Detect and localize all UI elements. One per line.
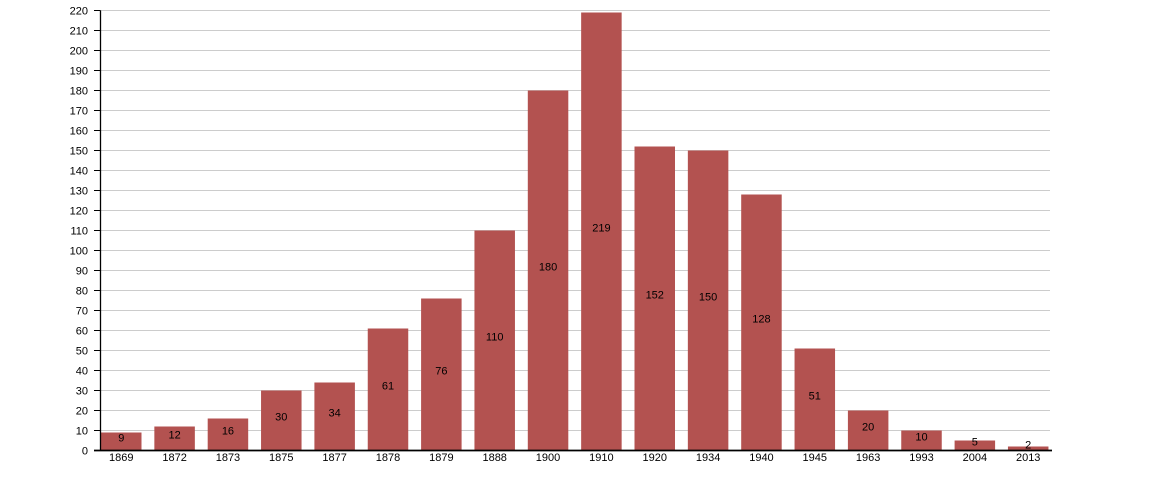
svg-text:1940: 1940 xyxy=(749,452,773,464)
svg-text:120: 120 xyxy=(70,205,88,217)
svg-text:60: 60 xyxy=(76,325,88,337)
svg-text:219: 219 xyxy=(592,223,610,235)
svg-text:1875: 1875 xyxy=(269,452,293,464)
svg-text:220: 220 xyxy=(70,5,88,17)
svg-text:110: 110 xyxy=(70,225,88,237)
svg-text:210: 210 xyxy=(70,25,88,37)
svg-text:128: 128 xyxy=(752,314,770,326)
svg-text:80: 80 xyxy=(76,285,88,297)
svg-text:150: 150 xyxy=(70,145,88,157)
svg-text:50: 50 xyxy=(76,345,88,357)
svg-text:30: 30 xyxy=(275,412,287,424)
svg-text:180: 180 xyxy=(70,85,88,97)
svg-text:10: 10 xyxy=(76,425,88,437)
svg-text:16: 16 xyxy=(222,426,234,438)
svg-text:76: 76 xyxy=(435,366,447,378)
svg-text:1879: 1879 xyxy=(429,452,453,464)
svg-text:150: 150 xyxy=(699,292,717,304)
svg-text:1910: 1910 xyxy=(589,452,613,464)
svg-text:180: 180 xyxy=(539,262,557,274)
svg-text:1900: 1900 xyxy=(536,452,560,464)
svg-text:1877: 1877 xyxy=(322,452,346,464)
svg-text:51: 51 xyxy=(809,391,821,403)
svg-text:160: 160 xyxy=(70,125,88,137)
svg-text:1934: 1934 xyxy=(696,452,720,464)
svg-text:200: 200 xyxy=(70,45,88,57)
svg-text:1993: 1993 xyxy=(909,452,933,464)
svg-text:1869: 1869 xyxy=(109,452,133,464)
svg-text:170: 170 xyxy=(70,105,88,117)
svg-text:12: 12 xyxy=(168,430,180,442)
svg-text:100: 100 xyxy=(70,245,88,257)
svg-text:2: 2 xyxy=(1025,440,1031,452)
svg-text:9: 9 xyxy=(118,433,124,445)
svg-text:30: 30 xyxy=(76,385,88,397)
svg-text:110: 110 xyxy=(486,332,504,344)
svg-text:1873: 1873 xyxy=(216,452,240,464)
svg-text:1872: 1872 xyxy=(162,452,186,464)
svg-text:5: 5 xyxy=(972,437,978,449)
svg-text:70: 70 xyxy=(76,305,88,317)
svg-text:40: 40 xyxy=(76,365,88,377)
svg-text:0: 0 xyxy=(82,445,88,457)
svg-text:34: 34 xyxy=(329,408,341,420)
svg-text:1920: 1920 xyxy=(643,452,667,464)
svg-text:1888: 1888 xyxy=(482,452,506,464)
svg-text:1963: 1963 xyxy=(856,452,880,464)
svg-text:10: 10 xyxy=(915,432,927,444)
svg-text:20: 20 xyxy=(862,422,874,434)
svg-text:2004: 2004 xyxy=(963,452,987,464)
svg-text:1945: 1945 xyxy=(803,452,827,464)
svg-text:61: 61 xyxy=(382,381,394,393)
svg-text:190: 190 xyxy=(70,65,88,77)
svg-text:20: 20 xyxy=(76,405,88,417)
svg-text:152: 152 xyxy=(646,290,664,302)
svg-text:90: 90 xyxy=(76,265,88,277)
svg-text:140: 140 xyxy=(70,165,88,177)
svg-text:130: 130 xyxy=(70,185,88,197)
svg-text:1878: 1878 xyxy=(376,452,400,464)
svg-text:2013: 2013 xyxy=(1016,452,1040,464)
